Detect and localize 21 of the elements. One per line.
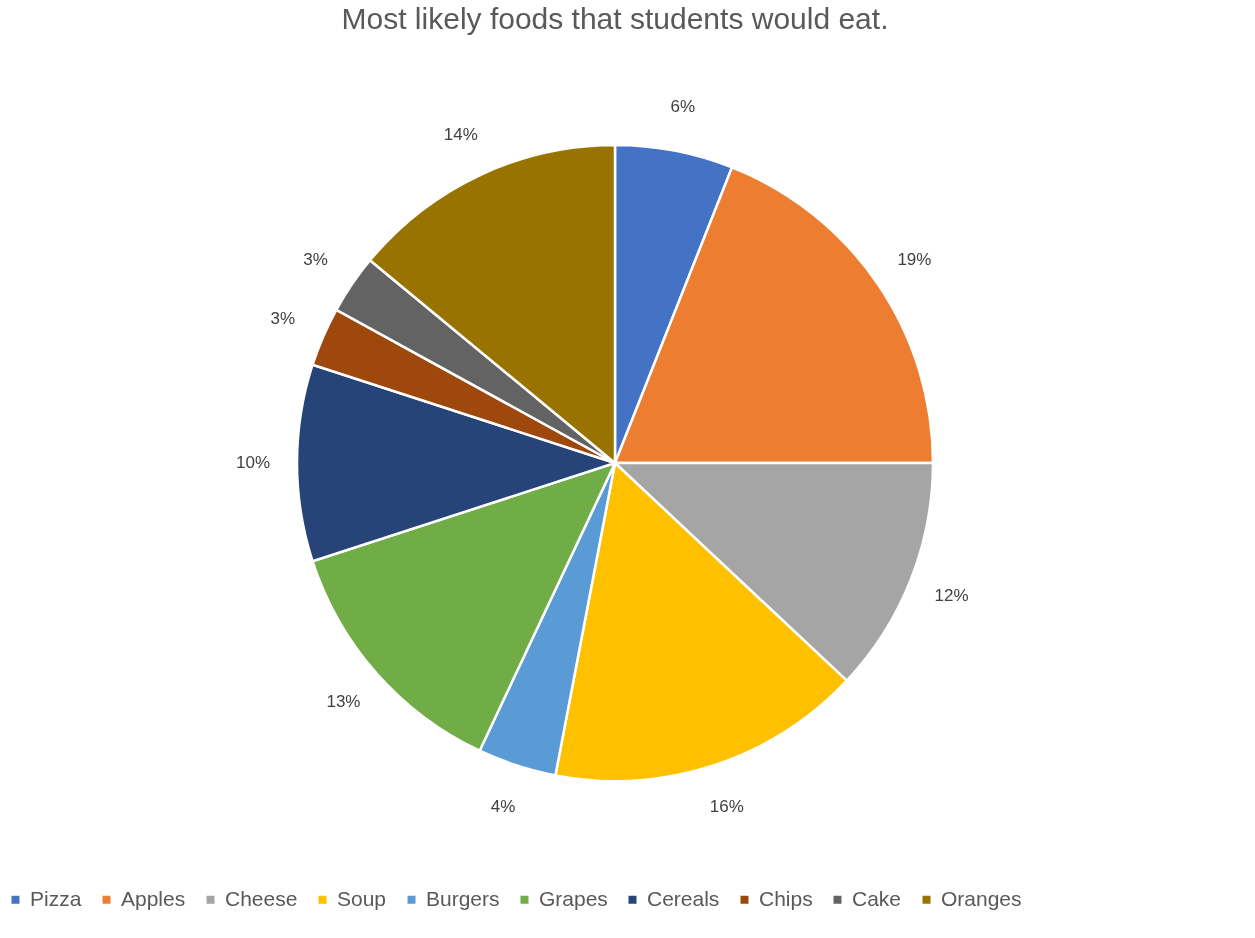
legend-label: Burgers xyxy=(426,886,500,910)
legend-label: Pizza xyxy=(30,886,82,910)
data-label: 13% xyxy=(326,692,361,712)
legend-label: Cheese xyxy=(225,886,298,910)
data-label: 6% xyxy=(670,97,696,117)
legend-label: Chips xyxy=(759,886,813,910)
data-label: 4% xyxy=(490,797,516,817)
data-label: 19% xyxy=(897,249,932,269)
chart-title: Most likely foods that students would eat. xyxy=(341,2,889,35)
legend-label: Oranges xyxy=(941,886,1022,910)
legend-label: Grapes xyxy=(539,886,608,910)
data-label: 16% xyxy=(709,797,744,817)
legend-label: Cereals xyxy=(647,886,720,910)
legend-label: Soup xyxy=(337,886,387,910)
legend-label: Cake xyxy=(852,886,902,910)
data-label: 3% xyxy=(270,309,296,329)
legend-label: Apples xyxy=(121,886,186,910)
data-label: 10% xyxy=(235,453,271,472)
data-label: 3% xyxy=(303,249,328,269)
data-label: 12% xyxy=(934,586,969,606)
data-label: 14% xyxy=(443,125,478,145)
